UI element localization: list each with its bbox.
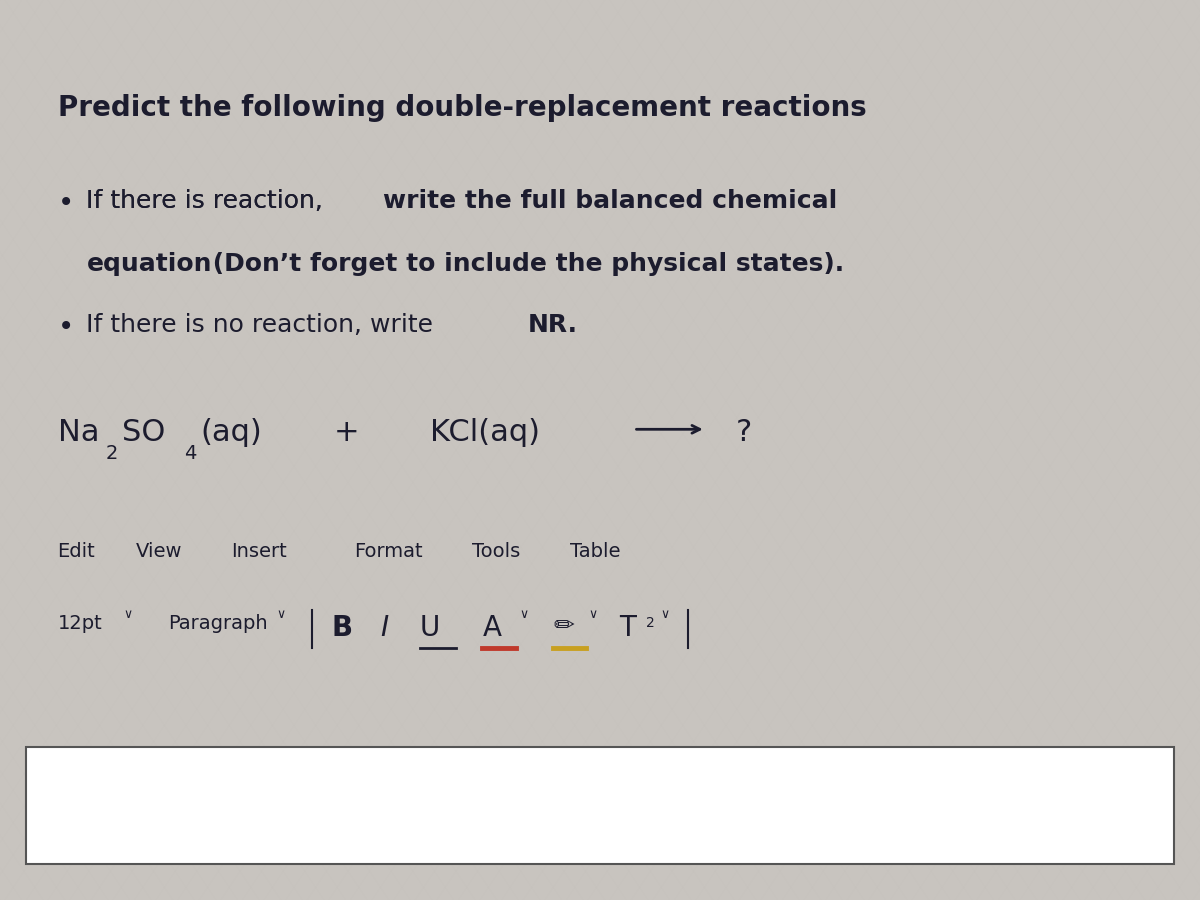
Text: Format: Format (354, 542, 422, 561)
Text: NR.: NR. (528, 313, 578, 338)
Text: 4: 4 (184, 444, 196, 463)
Text: If there is no reaction, write: If there is no reaction, write (86, 313, 442, 338)
Text: If there is reaction,: If there is reaction, (86, 189, 331, 213)
Text: 12pt: 12pt (58, 614, 102, 633)
Text: KCl(aq): KCl(aq) (430, 418, 540, 447)
Text: If there is reaction,: If there is reaction, (86, 189, 331, 213)
Text: 2: 2 (646, 616, 654, 630)
Text: ?: ? (736, 418, 752, 447)
Text: equation: equation (86, 252, 212, 276)
Text: SO: SO (122, 418, 166, 447)
Text: Predict the following double-replacement reactions: Predict the following double-replacement… (58, 94, 866, 122)
Text: (aq): (aq) (200, 418, 262, 447)
Text: write the full balanced chemical: write the full balanced chemical (383, 189, 838, 213)
Text: Na: Na (58, 418, 100, 447)
Text: B: B (331, 614, 353, 642)
Text: ∨: ∨ (276, 608, 286, 621)
FancyBboxPatch shape (26, 747, 1174, 864)
Text: ∨: ∨ (588, 608, 598, 621)
Text: Table: Table (570, 542, 620, 561)
Text: Paragraph: Paragraph (168, 614, 268, 633)
Text: If there is reaction, write the full balanced chemical: If there is reaction, write the full bal… (86, 189, 822, 213)
Text: View: View (136, 542, 182, 561)
Text: A: A (482, 614, 502, 642)
Text: Edit: Edit (58, 542, 95, 561)
Text: I: I (380, 614, 389, 642)
Text: +: + (334, 418, 359, 447)
Text: Insert: Insert (232, 542, 287, 561)
Text: 2: 2 (106, 444, 118, 463)
Text: T: T (619, 614, 636, 642)
Text: ∨: ∨ (660, 608, 670, 621)
Text: •: • (58, 313, 74, 341)
Text: ✏: ✏ (553, 614, 575, 638)
Text: ∨: ∨ (520, 608, 529, 621)
Text: Tools: Tools (472, 542, 520, 561)
Text: •: • (58, 189, 74, 217)
Text: (Don’t forget to include the physical states).: (Don’t forget to include the physical st… (204, 252, 844, 276)
Text: U: U (420, 614, 440, 642)
Text: ∨: ∨ (124, 608, 133, 621)
